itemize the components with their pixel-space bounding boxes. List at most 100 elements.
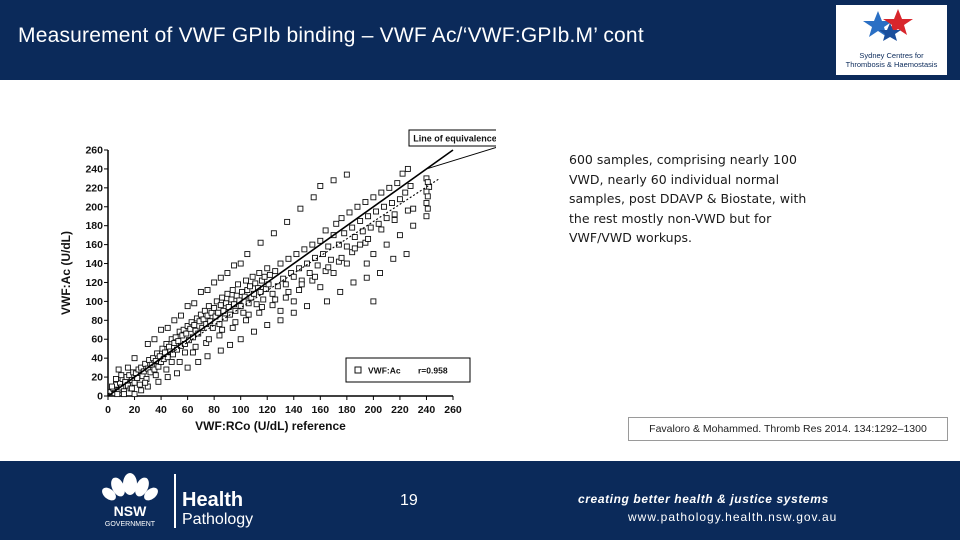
data-point — [301, 246, 308, 253]
data-point — [128, 385, 135, 392]
annotation-box — [408, 129, 496, 147]
data-point — [330, 177, 337, 184]
brand-divider — [174, 474, 176, 528]
data-point — [155, 363, 162, 370]
data-point — [168, 358, 175, 365]
data-point — [322, 227, 329, 234]
data-point — [423, 213, 430, 220]
data-point — [235, 281, 241, 288]
y-tick-label: 80 — [91, 315, 103, 327]
data-point — [163, 366, 170, 373]
data-point — [219, 326, 226, 333]
data-point — [204, 353, 211, 360]
data-point — [191, 322, 198, 328]
data-point — [239, 288, 245, 295]
data-point — [237, 336, 244, 343]
data-point — [317, 284, 324, 291]
data-point — [354, 203, 361, 210]
data-point — [346, 209, 353, 216]
data-point — [370, 194, 377, 201]
data-point — [217, 302, 224, 309]
data-point — [252, 280, 259, 287]
data-point — [114, 391, 121, 398]
data-point — [290, 309, 297, 316]
data-point — [285, 255, 292, 262]
citation-box: Favaloro & Mohammed. Thromb Res 2014. 13… — [628, 417, 948, 441]
data-point — [233, 292, 240, 299]
data-point — [245, 300, 252, 307]
footer-url: www.pathology.health.nsw.gov.au — [628, 510, 838, 524]
data-point — [176, 358, 183, 365]
data-point — [144, 341, 151, 347]
waratah-icon — [102, 473, 158, 501]
x-tick-label: 260 — [444, 404, 462, 416]
data-point — [213, 298, 220, 305]
data-point — [383, 241, 390, 248]
data-point — [258, 304, 265, 311]
data-point — [216, 321, 223, 328]
data-point — [351, 234, 358, 240]
y-tick-label: 100 — [85, 296, 103, 308]
y-tick-label: 180 — [85, 220, 103, 232]
x-tick-label: 120 — [258, 404, 276, 416]
data-point — [191, 300, 198, 307]
data-point — [365, 235, 372, 242]
x-tick-label: 40 — [155, 404, 167, 416]
data-point — [215, 309, 222, 316]
data-point — [297, 205, 304, 212]
legend-series-label: VWF:Ac — [368, 366, 401, 376]
data-point — [391, 211, 398, 218]
x-tick-label: 240 — [418, 404, 436, 416]
data-point — [164, 324, 171, 331]
data-point — [377, 270, 383, 276]
data-point — [359, 228, 366, 235]
data-point — [290, 298, 297, 305]
y-tick-label: 220 — [85, 182, 103, 194]
data-point — [229, 324, 236, 331]
data-point — [396, 196, 403, 203]
data-point — [396, 232, 403, 239]
data-point — [402, 189, 409, 196]
data-point — [175, 338, 182, 345]
data-point — [274, 283, 281, 290]
data-point — [378, 226, 385, 233]
data-point — [184, 303, 191, 310]
data-point — [423, 200, 430, 206]
data-point — [290, 273, 297, 280]
data-point — [244, 251, 251, 258]
data-point — [284, 218, 291, 225]
data-point — [243, 277, 249, 284]
data-point — [424, 205, 431, 212]
data-point — [219, 294, 226, 301]
data-point — [118, 372, 125, 379]
data-point — [224, 290, 231, 297]
data-point — [115, 366, 122, 373]
data-point — [282, 294, 289, 301]
data-point — [370, 298, 377, 305]
data-point — [217, 347, 224, 354]
data-point — [131, 391, 138, 398]
data-point — [192, 343, 199, 350]
data-point — [357, 241, 364, 248]
data-point — [277, 317, 284, 324]
data-point — [184, 364, 191, 371]
data-point — [269, 302, 276, 309]
data-point — [389, 200, 395, 206]
data-point — [314, 262, 321, 269]
data-point — [390, 255, 397, 262]
data-point — [221, 315, 228, 322]
data-point — [249, 273, 256, 280]
slide-header: Measurement of VWF GPIb binding – VWF Ac… — [0, 0, 960, 80]
data-point — [204, 287, 211, 293]
data-point — [269, 290, 276, 297]
data-point — [211, 279, 218, 286]
data-point — [174, 370, 180, 377]
nsw-text: NSW — [114, 503, 147, 519]
y-tick-label: 200 — [85, 201, 103, 213]
x-tick-label: 160 — [312, 404, 330, 416]
footer-tagline: creating better health & justice systems — [578, 492, 829, 506]
page-number: 19 — [400, 492, 418, 509]
data-point — [155, 378, 162, 385]
data-point — [164, 374, 171, 381]
data-point — [391, 217, 398, 223]
